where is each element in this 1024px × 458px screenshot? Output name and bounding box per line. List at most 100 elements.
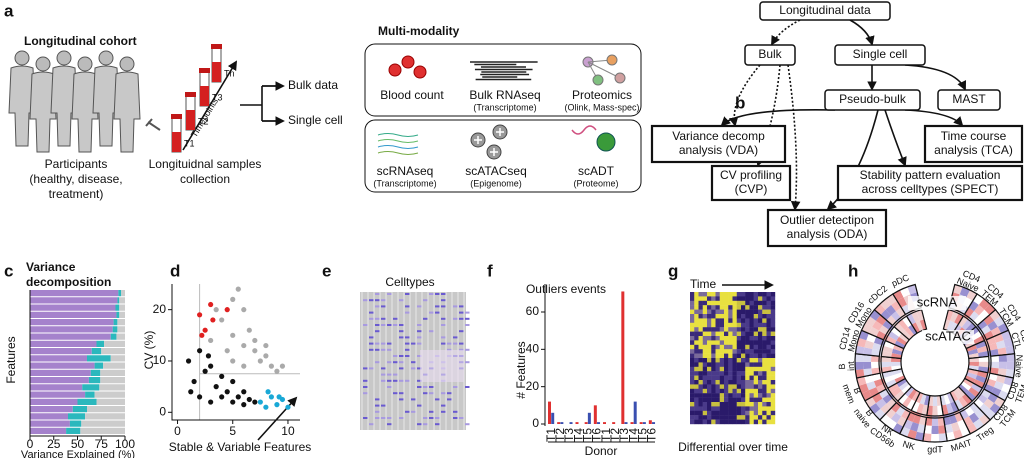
ring-cell (966, 372, 978, 380)
ring-cell (890, 401, 902, 413)
ring-cell (858, 383, 869, 394)
heat-cell (745, 419, 750, 425)
heat-cell (711, 349, 716, 354)
celltype-label: B (852, 386, 863, 395)
heat-cell (749, 309, 754, 315)
heat-cell (770, 327, 776, 332)
point (230, 332, 236, 338)
heatmap-cell (399, 336, 404, 339)
heat-cell (690, 393, 695, 398)
point (263, 342, 269, 349)
bar-segment (30, 319, 114, 326)
heat-cell (690, 371, 695, 376)
heat-cell (736, 397, 742, 403)
heat-cell (745, 340, 750, 345)
heat-cell (719, 380, 725, 385)
heatmap-cell (417, 367, 422, 370)
heat-cell (724, 402, 729, 407)
heat-cell (728, 397, 733, 403)
heatmap-cell (441, 317, 446, 320)
ring-cell (958, 407, 969, 420)
heat-cell (749, 375, 754, 381)
ring-cell (958, 316, 968, 328)
heat-cell (770, 331, 776, 337)
tube-label: Tn (224, 68, 235, 78)
ring-cell (953, 429, 963, 440)
ring-cell (983, 398, 995, 409)
heat-cell (766, 331, 771, 337)
heat-cell (745, 349, 750, 354)
heat-cell (694, 353, 699, 359)
ring-cell (960, 381, 972, 391)
heat-cell (690, 415, 695, 420)
heat-cell (766, 305, 771, 310)
heat-cell (715, 305, 720, 310)
ring-cell (872, 320, 883, 331)
heatmap-cell (369, 336, 374, 339)
ring-cell (930, 433, 940, 443)
heat-cell (766, 415, 771, 420)
sc-read (377, 139, 419, 143)
heat-cell (724, 362, 729, 367)
ring-cell (979, 325, 991, 336)
heat-cell (745, 305, 750, 310)
celltype-label: CD4 (1018, 328, 1024, 348)
point (279, 363, 286, 369)
heat-cell (724, 322, 729, 328)
heat-cell (762, 375, 767, 381)
ring-cell (906, 313, 916, 325)
heat-cell (736, 296, 742, 301)
heatmap-cell (417, 336, 422, 339)
heat-cell (745, 384, 750, 389)
heat-cell (741, 358, 746, 363)
point (224, 389, 230, 395)
ring-cell (891, 311, 903, 323)
heat-cell (766, 327, 771, 332)
heat-cell (728, 388, 733, 394)
heat-cell (749, 305, 754, 310)
heat-cell (711, 388, 716, 394)
heat-cell (707, 296, 712, 301)
heat-cell (770, 371, 776, 376)
flow-node (834, 44, 926, 66)
heat-cell (711, 419, 716, 425)
heat-cell (694, 384, 699, 389)
heat-cell (732, 300, 737, 306)
person-body (113, 71, 141, 153)
ring-cell (1003, 337, 1014, 348)
heat-cell (749, 318, 754, 323)
heat-cell (753, 388, 759, 394)
heat-cell (690, 358, 695, 363)
heat-cell (736, 375, 742, 381)
ring-cell (993, 381, 1004, 391)
heat-cell (715, 406, 720, 411)
bar-segment (30, 427, 67, 434)
heat-cell (728, 375, 733, 381)
heat-cell (758, 331, 763, 337)
point (188, 389, 194, 395)
bar-segment (116, 333, 125, 340)
heat-cell (724, 358, 729, 363)
flow-node (650, 124, 787, 164)
point (202, 368, 208, 374)
heatmap-cell (441, 324, 446, 326)
heat-cell (698, 384, 703, 389)
heatmap-cell (393, 373, 398, 376)
heat-cell (745, 415, 750, 420)
heat-cell (715, 380, 720, 385)
heat-cell (745, 327, 750, 332)
heat-cell (758, 415, 763, 420)
heat-cell (753, 397, 759, 403)
bar-segment (68, 413, 86, 420)
ring-cell (891, 361, 902, 367)
ring-cell (881, 356, 892, 362)
heat-cell (694, 318, 699, 323)
heat-cell (741, 419, 746, 425)
ring-cell (975, 340, 987, 349)
heat-cell (728, 309, 733, 315)
heatmap-cell (369, 348, 374, 351)
ring-cell (931, 425, 939, 434)
heat-cell (711, 393, 716, 398)
panel-label: b (735, 93, 745, 112)
heat-cell (770, 384, 776, 389)
